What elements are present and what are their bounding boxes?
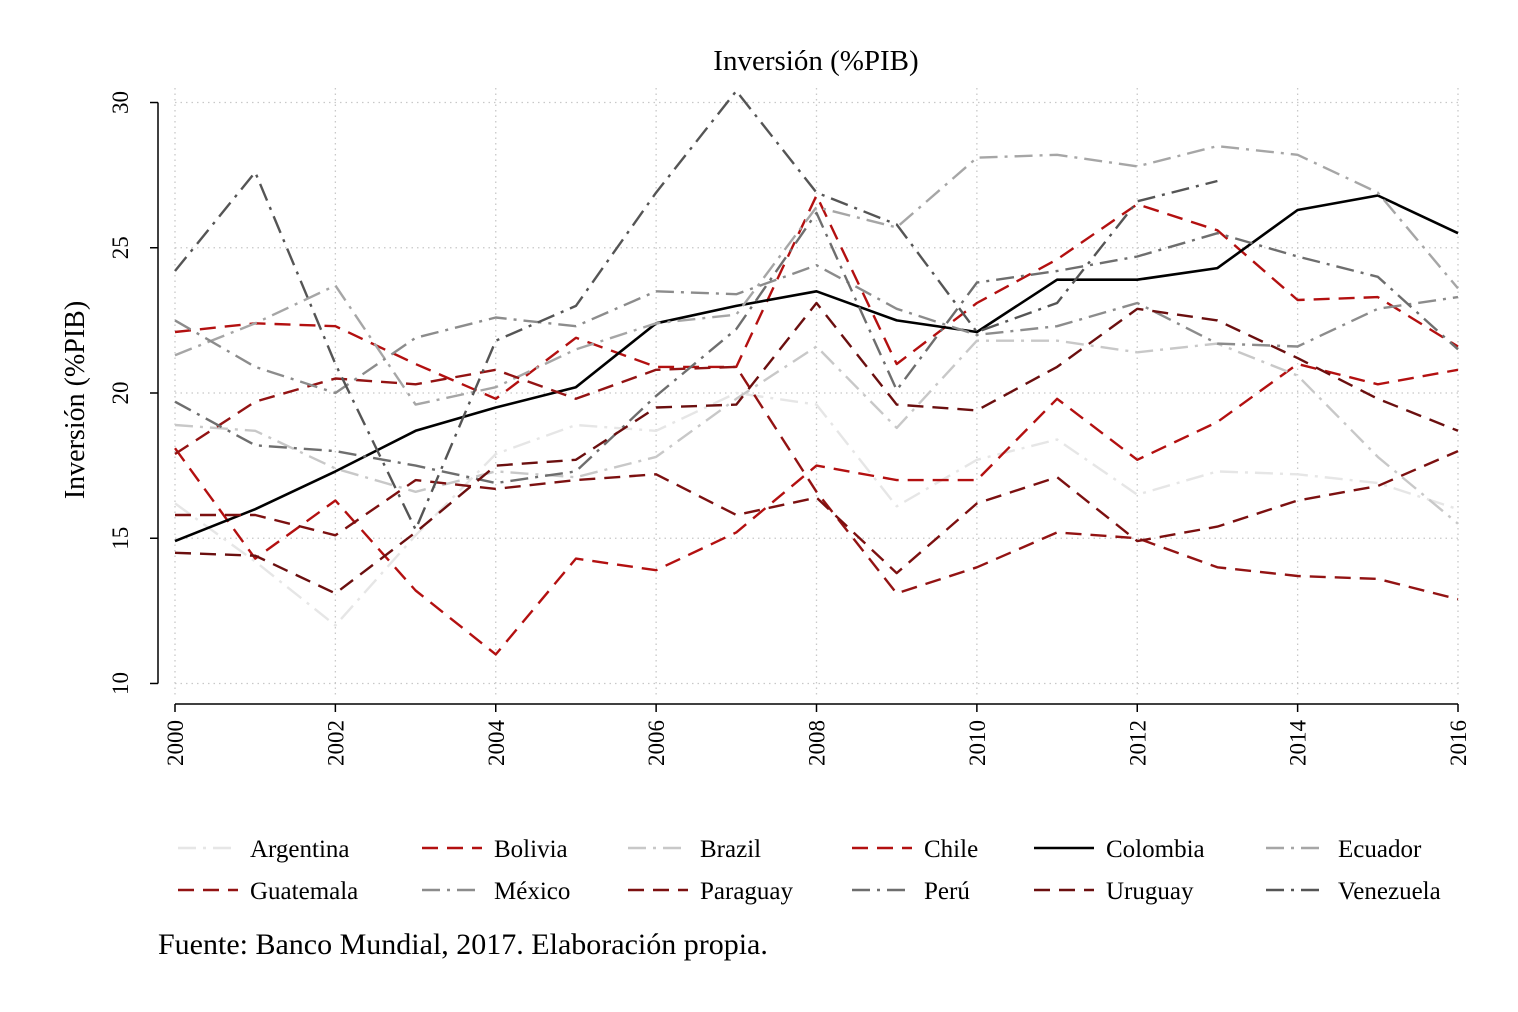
y-tick-label: 30	[108, 91, 133, 114]
legend-label-uruguay: Uruguay	[1106, 878, 1194, 905]
legend-label-paraguay: Paraguay	[700, 878, 794, 905]
x-tick-label: 2004	[484, 720, 509, 767]
legend: Argentina Bolivia Brazil Chile Colombia Ecuad…	[178, 836, 1441, 905]
series-line-méxico	[174, 264, 1459, 395]
y-tick-label: 20	[108, 382, 133, 405]
x-tick-label: 2000	[163, 720, 188, 766]
series-line-argentina	[174, 391, 1459, 627]
x-tick-label: 2012	[1125, 720, 1150, 766]
legend-label-venezuela: Venezuela	[1338, 878, 1441, 905]
x-tick-label: 2014	[1286, 720, 1311, 767]
legend-label-bolivia: Bolivia	[494, 836, 568, 863]
legend-label-brazil: Brazil	[700, 836, 761, 863]
y-tick-label: 10	[108, 672, 133, 695]
legend-label-chile: Chile	[924, 836, 978, 863]
legend-label-méxico: México	[494, 878, 570, 905]
series-line-ecuador	[174, 144, 1459, 406]
grid	[174, 88, 1459, 698]
legend-label-perú: Perú	[924, 878, 970, 905]
x-tick-label: 2016	[1446, 720, 1471, 766]
x-tick-label: 2002	[323, 720, 348, 766]
series-line-venezuela	[174, 89, 1218, 531]
axes: 10 15 20 25 30 2000 2002 2004 2006 2008 2010 2012 20…	[108, 91, 1471, 766]
series-line-paraguay	[175, 449, 1459, 575]
series-line-brazil	[174, 339, 1459, 525]
series-line-guatemala	[174, 365, 1459, 601]
y-axis-label: Inversión (%PIB)	[60, 301, 91, 499]
y-tick-label: 15	[108, 527, 133, 550]
series-lines	[174, 89, 1459, 656]
series-line-bolivia	[174, 362, 1459, 656]
x-tick-label: 2008	[805, 720, 830, 766]
series-line-chile	[174, 194, 1459, 400]
legend-label-colombia: Colombia	[1106, 836, 1205, 863]
chart-title: Inversión (%PIB)	[713, 45, 918, 77]
x-tick-label: 2010	[965, 720, 990, 766]
x-tick-label: 2006	[644, 720, 669, 766]
series-line-colombia	[174, 194, 1459, 543]
y-tick-label: 25	[108, 236, 133, 259]
series-line-uruguay	[174, 301, 1459, 595]
legend-label-guatemala: Guatemala	[250, 878, 358, 905]
legend-label-argentina: Argentina	[250, 836, 350, 863]
source-note: Fuente: Banco Mundial, 2017. Elaboración…	[158, 928, 768, 961]
legend-label-ecuador: Ecuador	[1338, 836, 1422, 863]
